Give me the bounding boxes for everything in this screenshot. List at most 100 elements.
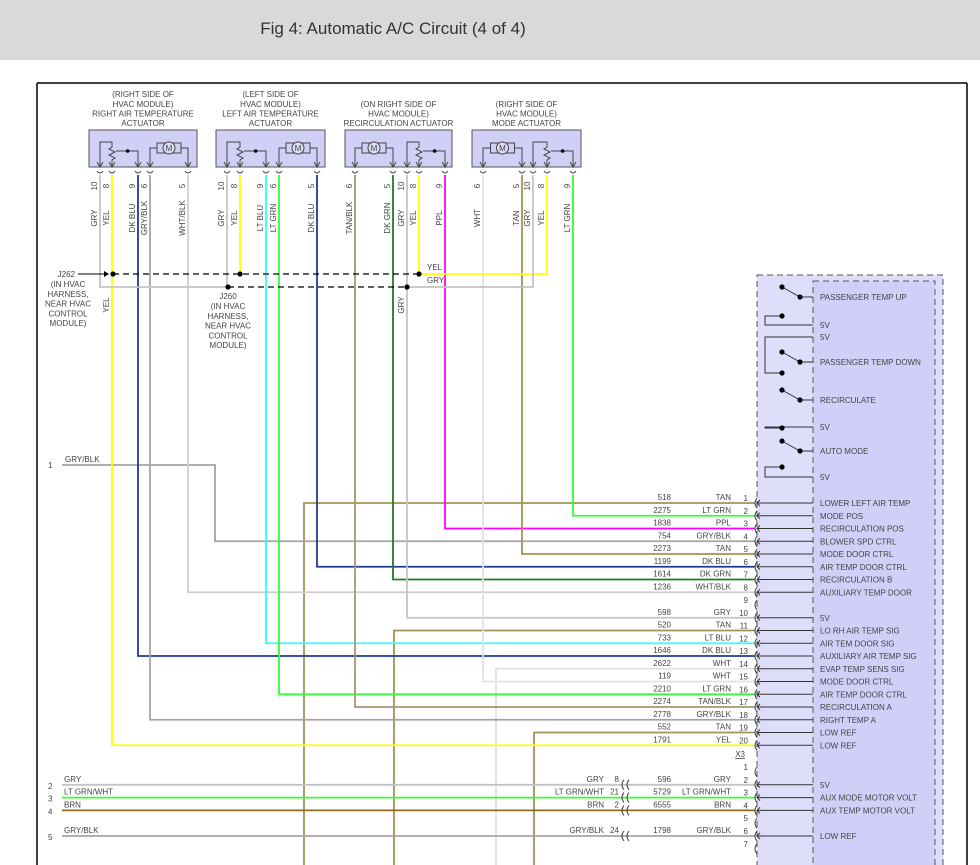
connector-terminal-icon — [754, 739, 758, 751]
pin-number: 4 — [744, 532, 749, 541]
pin-number: 3 — [744, 520, 749, 529]
connector2-row-1: 1 — [744, 763, 758, 778]
splice-dot — [225, 284, 231, 290]
wire-color-label: PPL — [435, 210, 444, 226]
left-pin-number: 1 — [48, 461, 53, 470]
wire-color-label: TAN — [716, 723, 732, 732]
wire-color-label: PPL — [716, 519, 732, 528]
actuator-label: LEFT AIR TEMPERATURE — [222, 109, 318, 118]
circuit-number: 733 — [658, 633, 672, 642]
wire-color-label: YEL — [230, 210, 239, 226]
module-pin-line — [756, 550, 813, 558]
splice-dot — [779, 370, 785, 376]
x3-row-9: 9 — [744, 596, 758, 611]
wire-color-label: WHT/BLK — [695, 582, 731, 591]
j262-desc: CONTROL — [48, 309, 88, 318]
wire-color-label: GRY — [587, 775, 605, 784]
wiper-line — [551, 150, 574, 167]
module-pin-line — [756, 807, 813, 814]
splice-dot — [797, 448, 803, 454]
circuit-number: 1199 — [654, 557, 672, 566]
motor-lead — [354, 147, 394, 167]
connector-terminal-icon — [754, 766, 758, 778]
wire-color-label: TAN — [716, 493, 732, 502]
x3-row-17: 2274 TAN/BLK 17 RECIRCULATION A — [653, 697, 893, 713]
wire-color-label: TAN — [716, 544, 732, 553]
pin-number: 9 — [744, 596, 749, 605]
pin-number: 10 — [739, 609, 748, 618]
circuit-number: 2622 — [653, 659, 671, 668]
connector2-row-2: 596 GRY 8 GRY 5V 2 — [587, 775, 830, 791]
wire-color-label: TAN — [512, 210, 521, 226]
5v-loop — [764, 426, 813, 429]
x3-row-14: 2622 WHT 14 EVAP TEMP SENS SIG — [653, 659, 905, 675]
connector-terminal-icon — [754, 548, 758, 560]
j260-desc: MODULE) — [210, 341, 247, 350]
wire-color-label: GRY/BLK — [569, 826, 604, 835]
wire-color-label: LT GRN — [269, 203, 278, 232]
pin-function-label: LOW REF — [820, 729, 857, 738]
pin-function-label: AIR TEM DOOR SIG — [820, 639, 895, 648]
pin-function-label: BLOWER SPD CTRL — [820, 537, 897, 546]
splice-dot — [404, 284, 410, 290]
left-wire-color: GRY/BLK — [64, 826, 99, 835]
inline-pin-number: 21 — [610, 788, 619, 797]
pin-number: 9 — [563, 183, 572, 188]
wire-x3-pin-10 — [406, 175, 755, 619]
circuit-number: 6555 — [653, 800, 671, 809]
module-pin-line — [756, 614, 813, 622]
left-wire-color: LT GRN/WHT — [64, 788, 113, 797]
pin-number: 8 — [537, 183, 546, 188]
module-pin-line — [756, 716, 813, 724]
yel-label: YEL — [427, 263, 443, 272]
wire-x3-pin-14 — [495, 667, 755, 865]
splice-dot — [110, 271, 116, 277]
module-pin-line — [756, 703, 813, 711]
wire-gry-a1 — [99, 175, 228, 288]
wire-color-label: GRY — [714, 775, 732, 784]
inline-pin-number: 24 — [610, 826, 619, 835]
connector-terminal-icon — [754, 637, 758, 649]
x3-row-12: 733 LT BLU 12 AIR TEM DOOR SIG — [658, 633, 895, 649]
connector2-row-5: 5 — [744, 814, 758, 829]
inline-connector-icon — [621, 792, 630, 803]
pin-number: 10 — [397, 181, 406, 190]
pin-function-label: LO RH AIR TEMP SIG — [820, 627, 900, 636]
connector-x3-label: X3 — [735, 750, 745, 759]
wire-color-label: LT GRN — [563, 203, 572, 232]
figure-title: Fig 4: Automatic A/C Circuit (4 of 4) — [260, 19, 526, 38]
motor-icon — [291, 141, 305, 155]
pin-function-label: AIR TEMP DOOR CTRL — [820, 690, 907, 699]
wire-color-label: WHT — [713, 672, 731, 681]
pin-function-label: AUXILIARY AIR TEMP SIG — [820, 652, 917, 661]
pin-number: 8 — [744, 583, 749, 592]
circuit-number: 552 — [658, 723, 672, 732]
x3-row-8: 1236 WHT/BLK 8 AUXILIARY TEMP DOOR — [653, 582, 912, 598]
wire-color-label: DK GRN — [383, 202, 392, 233]
x3-row-1: 518 TAN 1 LOWER LEFT AIR TEMP — [658, 493, 910, 509]
connector-terminal-icon — [754, 561, 758, 573]
connector-terminal-icon — [754, 843, 758, 855]
actuator-label: HVAC MODULE) — [496, 109, 557, 118]
wire-color-label: BRN — [587, 800, 604, 809]
module-pin-line — [756, 741, 813, 749]
module-pin-line — [756, 678, 813, 685]
connector-terminal-icon — [754, 676, 758, 687]
connector-terminal-icon — [754, 535, 758, 547]
wire-x3-pin-6 — [316, 175, 755, 568]
wire-color-label: GRY — [397, 209, 406, 227]
pin-number: 14 — [739, 660, 748, 669]
module-pin-line — [756, 652, 813, 660]
wire-color-label: DK BLU — [702, 646, 731, 655]
circuit-number: 5729 — [653, 788, 671, 797]
5v-loop — [764, 466, 813, 478]
splice-dot — [797, 294, 803, 300]
j260-label: J260 — [219, 292, 237, 301]
circuit-number: 1798 — [653, 826, 671, 835]
motor-lead — [149, 147, 189, 167]
pin-function-label: AUXILIARY TEMP DOOR — [820, 588, 912, 597]
inline-connector-icon — [621, 805, 630, 816]
pin-number: 5 — [307, 183, 316, 188]
